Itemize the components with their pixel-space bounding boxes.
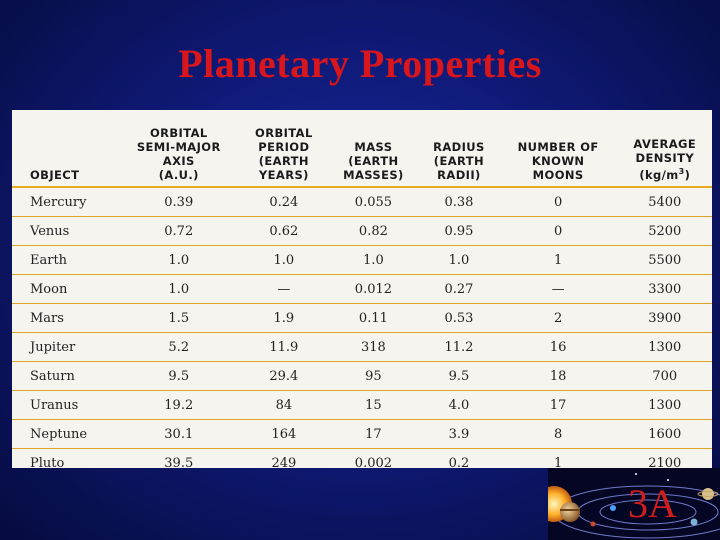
value-cell: 1 bbox=[553, 455, 563, 471]
table-row: Moon 1.0—0.012 0.27—3300 bbox=[12, 274, 712, 304]
object-name-cell: Moon bbox=[12, 274, 118, 304]
value-cell: 3.9 bbox=[419, 419, 499, 449]
value-cell: 0.012 bbox=[327, 274, 420, 304]
value-cell: 11.2 bbox=[419, 332, 499, 362]
value-cell: 0.62 bbox=[240, 216, 328, 246]
value-cell: 0.2 bbox=[448, 455, 470, 471]
value-cell: 5200 bbox=[617, 216, 712, 246]
value-cell: 318 bbox=[327, 332, 420, 362]
value-cell: 0.95 bbox=[419, 216, 499, 246]
value-cell: 19.2 bbox=[117, 390, 241, 420]
object-name-cell: Uranus bbox=[12, 390, 118, 420]
object-name-cell: Jupiter bbox=[12, 332, 118, 362]
value-cell: 2 bbox=[498, 303, 618, 333]
header-orbital-period: ORBITAL PERIOD (EARTH YEARS) bbox=[240, 110, 328, 188]
table-row: Saturn 9.5 29.4 95 9.5 18 700 bbox=[12, 361, 712, 391]
header-radius: RADIUS (EARTH RADII) bbox=[419, 110, 499, 188]
object-name-cell: Mars bbox=[12, 303, 118, 333]
value-cell: 95 bbox=[327, 361, 420, 391]
value-cell: 0.11 bbox=[327, 303, 420, 333]
value-cell: — bbox=[498, 274, 618, 304]
value-cell: 0.72 bbox=[117, 216, 241, 246]
table-row: Mercury 0.39 0.24 0.055 0.38 0 5400 bbox=[12, 187, 712, 217]
value-cell: 0.27 bbox=[419, 274, 499, 304]
header-density-label: AVERAGE DENSITY bbox=[633, 137, 697, 166]
value-cell: 39.5 bbox=[164, 455, 194, 471]
table-row: Venus 0.72 0.62 0.82 0.95 0 5200 bbox=[12, 216, 712, 246]
value-cell: 1.0 bbox=[327, 245, 420, 275]
value-cell: — bbox=[240, 274, 328, 304]
value-cell: 3300 bbox=[617, 274, 712, 304]
value-cell: 0.53 bbox=[419, 303, 499, 333]
value-cell: 0.055 bbox=[327, 187, 420, 217]
value-cell: 1.0 bbox=[419, 245, 499, 275]
value-cell: 1 bbox=[498, 245, 618, 275]
value-cell: 1300 bbox=[617, 332, 712, 362]
value-cell: 1300 bbox=[617, 390, 712, 420]
planet-table-panel: OBJECT ORBITAL SEMI-MAJOR AXIS (A.U.) OR… bbox=[12, 110, 712, 471]
value-cell: 1.0 bbox=[117, 245, 241, 275]
table-row: Mars 1.5 1.9 0.11 0.53 2 3900 bbox=[12, 303, 712, 333]
value-cell: 0.24 bbox=[240, 187, 328, 217]
value-cell: 164 bbox=[240, 419, 328, 449]
table-row: Neptune 30.1 164 17 3.9 8 1600 bbox=[12, 419, 712, 449]
value-cell: 1.0 bbox=[117, 274, 241, 304]
header-semi-major-axis: ORBITAL SEMI-MAJOR AXIS (A.U.) bbox=[117, 110, 241, 188]
object-name-cell: Mercury bbox=[12, 187, 118, 217]
planet-properties-table: OBJECT ORBITAL SEMI-MAJOR AXIS (A.U.) OR… bbox=[12, 110, 712, 477]
value-cell: 9.5 bbox=[117, 361, 241, 391]
table-row: Uranus 19.2 84 15 4.0 17 1300 bbox=[12, 390, 712, 420]
value-cell: 0 bbox=[498, 216, 618, 246]
header-object: OBJECT bbox=[12, 110, 118, 188]
value-cell: 17 bbox=[498, 390, 618, 420]
logo-label: 3A bbox=[628, 481, 677, 526]
value-cell: 0.002 bbox=[354, 455, 393, 471]
value-cell: 4.0 bbox=[419, 390, 499, 420]
header-mass: MASS (EARTH MASSES) bbox=[327, 110, 420, 188]
value-cell: 5400 bbox=[617, 187, 712, 217]
value-cell: 0 bbox=[498, 187, 618, 217]
header-density: AVERAGE DENSITY (kg/m3) bbox=[617, 110, 712, 188]
density-unit: (kg/m3) bbox=[639, 167, 691, 182]
header-moons: NUMBER OF KNOWN MOONS bbox=[498, 110, 618, 188]
value-cell: 0.38 bbox=[419, 187, 499, 217]
value-cell: 30.1 bbox=[117, 419, 241, 449]
table-row: Pluto 39.5 249 0.002 0.2 1 2100 bbox=[12, 449, 712, 478]
value-cell: 700 bbox=[617, 361, 712, 391]
value-cell: 18 bbox=[498, 361, 618, 391]
object-name-cell: Saturn bbox=[12, 361, 118, 391]
value-cell: 5.2 bbox=[117, 332, 241, 362]
value-cell: 17 bbox=[327, 419, 420, 449]
value-cell: 1.5 bbox=[117, 303, 241, 333]
table-row: Jupiter 5.2 11.9 318 11.2 16 1300 bbox=[12, 332, 712, 362]
solar-system-logo bbox=[548, 468, 720, 540]
value-cell: 249 bbox=[271, 455, 297, 471]
value-cell: 8 bbox=[498, 419, 618, 449]
header-row: OBJECT ORBITAL SEMI-MAJOR AXIS (A.U.) OR… bbox=[12, 110, 712, 188]
slide-title: Planetary Properties bbox=[178, 41, 542, 86]
value-cell: 84 bbox=[240, 390, 328, 420]
value-cell: 1.0 bbox=[240, 245, 328, 275]
value-cell: 16 bbox=[498, 332, 618, 362]
value-cell: 3900 bbox=[617, 303, 712, 333]
value-cell: 1.9 bbox=[240, 303, 328, 333]
value-cell: 15 bbox=[327, 390, 420, 420]
object-name-cell: Earth bbox=[12, 245, 118, 275]
value-cell: 9.5 bbox=[419, 361, 499, 391]
value-cell: 29.4 bbox=[240, 361, 328, 391]
object-name-cell: Pluto bbox=[30, 455, 65, 471]
table-row: Earth 1.0 1.0 1.0 1.0 1 5500 bbox=[12, 245, 712, 275]
value-cell: 0.82 bbox=[327, 216, 420, 246]
value-cell: 11.9 bbox=[240, 332, 328, 362]
object-name-cell: Venus bbox=[12, 216, 118, 246]
value-cell: 5500 bbox=[617, 245, 712, 275]
table-body: Mercury 0.39 0.24 0.055 0.38 0 5400 Venus 0.72 0.… bbox=[12, 187, 712, 477]
value-cell: 2100 bbox=[648, 455, 682, 471]
value-cell: 1600 bbox=[617, 419, 712, 449]
value-cell: 0.39 bbox=[117, 187, 241, 217]
object-name-cell: Neptune bbox=[12, 419, 118, 449]
